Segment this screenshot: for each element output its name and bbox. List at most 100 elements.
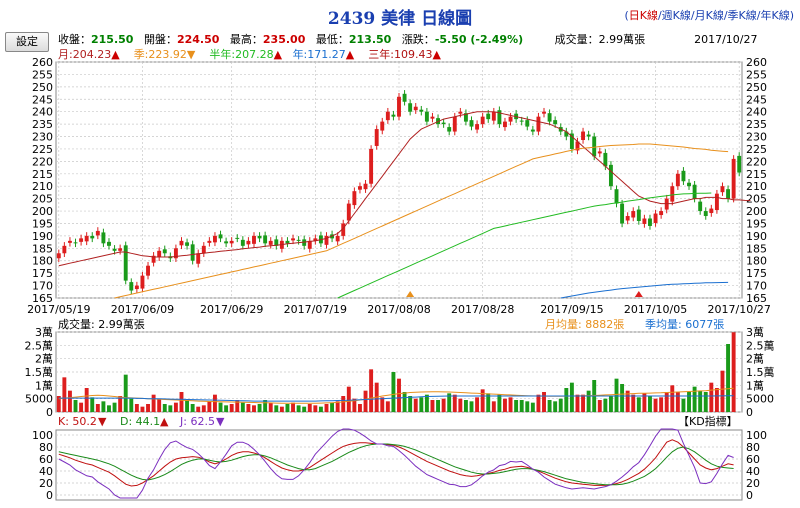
volume-bar	[714, 388, 719, 412]
volume-bar	[346, 386, 351, 412]
candle-body	[224, 241, 229, 244]
volume-bar	[313, 405, 318, 412]
candle-body	[519, 120, 524, 122]
price-y-tick-right: 250	[746, 81, 767, 94]
quote-row: 收盤：215.50 開盤：224.50 最高：235.00 最低：213.50 …	[58, 31, 757, 47]
candle-body	[670, 186, 675, 202]
link-day-kline[interactable]: 日K線	[628, 9, 658, 22]
candle-body	[675, 173, 680, 187]
candle-body	[569, 133, 574, 149]
kd-y-tick-right: 100	[746, 429, 767, 442]
volume-bar	[553, 401, 558, 412]
candle-body	[737, 155, 742, 173]
price-y-tick-right: 225	[746, 143, 767, 156]
candle-body	[112, 248, 117, 251]
volume-y-tick-right: 1萬	[746, 379, 764, 392]
high-value: 235.00	[262, 33, 306, 46]
sep: /	[756, 9, 761, 22]
volume-bar	[235, 400, 240, 412]
volume-y-tick-right: 3萬	[746, 326, 764, 339]
candle-body	[95, 230, 100, 236]
link-week-kline[interactable]: 週K線	[661, 9, 691, 22]
kd-y-tick-left: 60	[39, 453, 53, 466]
volume-bar	[67, 390, 72, 412]
volume-y-tick-right: 2.5萬	[746, 339, 775, 352]
ma-half-value: 207.28	[235, 48, 274, 61]
volume-bar	[207, 401, 212, 412]
sep: /	[657, 9, 662, 22]
volume-bar	[503, 398, 507, 412]
candle-body	[458, 111, 463, 114]
candle-body	[397, 96, 401, 117]
volume-bar	[212, 394, 217, 412]
volume-bar	[224, 405, 229, 412]
volume-y-tick-left: 3萬	[35, 326, 53, 339]
link-year-kline[interactable]: 年K線	[760, 9, 790, 22]
candle-body	[335, 235, 340, 242]
candle-body	[229, 240, 234, 244]
link-month-kline[interactable]: 月K線	[694, 9, 724, 22]
candle-body	[67, 240, 72, 243]
volume-bar	[134, 404, 139, 412]
volume-bar	[597, 400, 602, 412]
ma-month-value: 204.23	[72, 48, 112, 61]
candle-body	[56, 253, 61, 259]
candle-body	[84, 235, 89, 242]
candle-body	[129, 282, 134, 291]
volume-bar	[302, 406, 307, 412]
close-label: 收盤：	[58, 33, 91, 46]
candle-body	[79, 238, 84, 242]
candle-body	[101, 232, 106, 244]
candle-body	[503, 121, 507, 128]
link-season-kline[interactable]: 季K線	[727, 9, 757, 22]
price-y-tick-right: 190	[746, 230, 767, 243]
volume-bar	[190, 404, 195, 412]
volume-bar	[179, 392, 184, 412]
volume-bar	[263, 400, 268, 412]
price-y-tick-right: 230	[746, 131, 767, 144]
volume-ma-line	[58, 395, 734, 402]
candle-body	[196, 253, 201, 264]
candle-body	[246, 240, 251, 245]
price-y-tick-left: 260	[32, 56, 53, 69]
candle-body	[581, 131, 586, 141]
candle-body	[341, 223, 346, 236]
candle-body	[123, 245, 128, 281]
open-label: 開盤：	[143, 33, 177, 46]
ma-half-label: 半年:	[209, 48, 236, 61]
kd-panel-title: 【KD指標】	[678, 414, 738, 428]
candle-body	[486, 113, 491, 120]
volume-bar	[369, 369, 374, 412]
candle-body	[575, 141, 580, 151]
volume-bar	[720, 370, 725, 412]
volume-y-tick-left: 2.5萬	[25, 339, 54, 352]
settings-button[interactable]: 設定	[5, 32, 49, 52]
kd-j-label: J: 62.5	[179, 415, 215, 428]
candle-body	[73, 242, 78, 244]
candle-body	[385, 111, 390, 121]
candle-body	[62, 245, 67, 254]
volume-bar	[95, 404, 100, 412]
candle-body	[285, 240, 290, 244]
candle-body	[463, 113, 468, 122]
volume-bar	[424, 394, 429, 412]
price-y-tick-left: 230	[32, 131, 53, 144]
volume-bar	[564, 388, 569, 412]
volume-bar	[586, 390, 591, 412]
candle-body	[687, 182, 691, 187]
candle-body	[714, 193, 719, 211]
volume-bar	[408, 396, 413, 412]
ma-three-label: 三年:	[368, 48, 394, 61]
volume-bar	[229, 404, 234, 412]
price-x-tick: 2017/06/09	[111, 303, 174, 316]
candle-body	[625, 216, 630, 221]
kd-y-tick-right: 40	[746, 465, 760, 478]
volume-bar	[90, 397, 95, 412]
volume-y-tick-right: 5000	[746, 393, 774, 406]
open-value: 224.50	[176, 33, 220, 46]
volume-bar	[608, 396, 613, 412]
low-value: 213.50	[348, 33, 392, 46]
ma-year-label: 年:	[292, 48, 308, 61]
volume-bar	[140, 406, 145, 412]
